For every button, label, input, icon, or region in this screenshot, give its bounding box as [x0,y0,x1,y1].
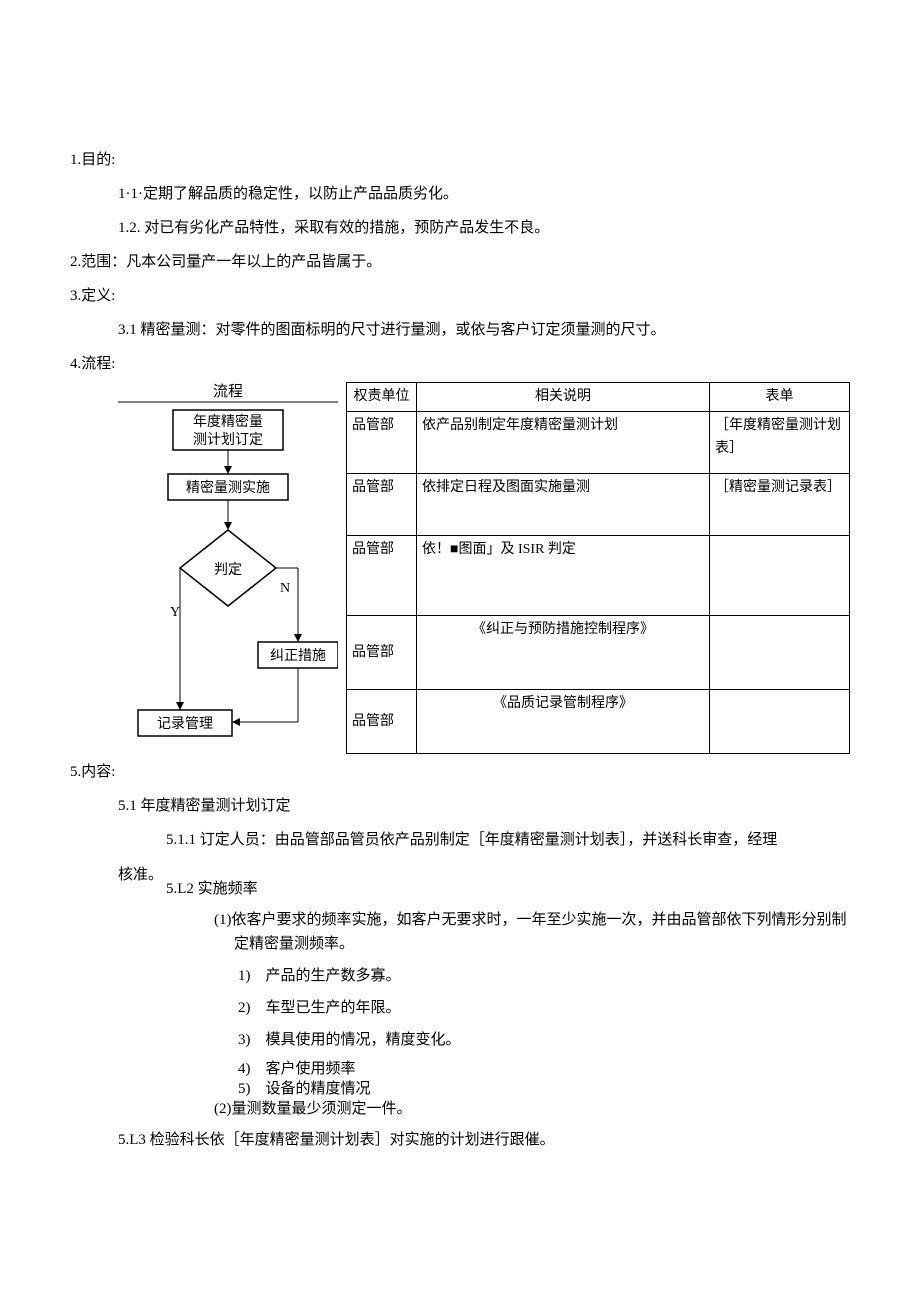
flow-header: 流程 [213,383,243,400]
cell-unit: 品管部 [347,536,417,616]
section-5-1-2: 5.L2 实施频率 [166,880,850,898]
flow-box-2: 精密量测实施 [186,479,270,496]
cell-unit: 品管部 [347,616,417,690]
section-3-1: 3.1 精密量测：对零件的图面标明的尺寸进行量测，或依与客户订定须量测的尺寸。 [118,318,850,342]
flow-n-label: N [280,581,290,596]
table-row: 品管部 依排定日程及图面实施量测 ［精密量测记录表］ [347,474,850,536]
table-row: 品管部 依！■图面」及 ISIR 判定 [347,536,850,616]
cell-form [710,616,850,690]
th-desc: 相关说明 [417,383,710,412]
cell-desc: 依！■图面」及 ISIR 判定 [417,536,710,616]
section-5-1: 5.1 年度精密量测计划订定 [118,794,850,818]
section-2: 2.范围：凡本公司量产一年以上的产品皆属于。 [70,250,850,274]
table-row: 品管部 《纠正与预防措施控制程序》 [347,616,850,690]
section-4-title: 4.流程: [70,352,850,376]
process-table: 权责单位 相关说明 表单 品管部 依产品别制定年度精密量测计划 ［年度精密量测计… [346,382,850,754]
flowchart: 流程 年度精密量 测计划订定 精密量测实施 判定 N [118,382,338,754]
cell-unit: 品管部 [347,690,417,754]
cell-desc: 《品质记录管制程序》 [417,690,710,754]
list-item-4: 4) 客户使用频率 [238,1060,850,1078]
cell-desc: 依产品别制定年度精密量测计划 [417,412,710,474]
table-row: 品管部 《品质记录管制程序》 [347,690,850,754]
cell-form [710,536,850,616]
cell-desc: 依排定日程及图面实施量测 [417,474,710,536]
table-row: 品管部 依产品别制定年度精密量测计划 ［年度精密量测计划表］ [347,412,850,474]
cell-form: ［精密量测记录表］ [710,474,850,536]
flow-diamond: 判定 [214,562,242,578]
section-5-1-3: 5.L3 检验科长依［年度精密量测计划表］对实施的计划进行跟催。 [118,1128,850,1152]
section-1-1: 1·1·定期了解品质的稳定性，以防止产品品质劣化。 [118,182,850,206]
cell-form [710,690,850,754]
th-form: 表单 [710,383,850,412]
section-5-1-2-2: (2)量测数量最少须测定一件。 [214,1100,850,1118]
list-item-5: 5) 设备的精度情况 [238,1080,850,1098]
cell-unit: 品管部 [347,412,417,474]
th-unit: 权责单位 [347,383,417,412]
list-item-1: 1) 产品的生产数多寡。 [238,964,850,988]
section-5-title: 5.内容: [70,760,850,784]
section-3-title: 3.定义: [70,284,850,308]
list-item-2: 2) 车型已生产的年限。 [238,996,850,1020]
flow-y-label: Y [170,605,180,620]
flow-box-5: 记录管理 [157,716,213,732]
section-5-1-2-1: (1)依客户要求的频率实施，如客户无要求时，一年至少实施一次，并由品管部依下列情… [214,908,850,956]
flow-box-1-l1: 年度精密量 [193,413,263,430]
list-item-3: 3) 模具使用的情况，精度变化。 [238,1028,850,1052]
cell-form: ［年度精密量测计划表］ [710,412,850,474]
section-5-1-1: 5.1.1 订定人员：由品管部品管员依产品别制定［年度精密量测计划表］，并送科长… [166,828,850,852]
flow-box-4: 纠正措施 [270,648,326,664]
section-1-2: 1.2. 对已有劣化产品特性，采取有效的措施，预防产品发生不良。 [118,216,850,240]
section-1-title: 1.目的: [70,148,850,172]
cell-unit: 品管部 [347,474,417,536]
cell-desc: 《纠正与预防措施控制程序》 [417,616,710,690]
flow-box-1-l2: 测计划订定 [193,432,263,448]
